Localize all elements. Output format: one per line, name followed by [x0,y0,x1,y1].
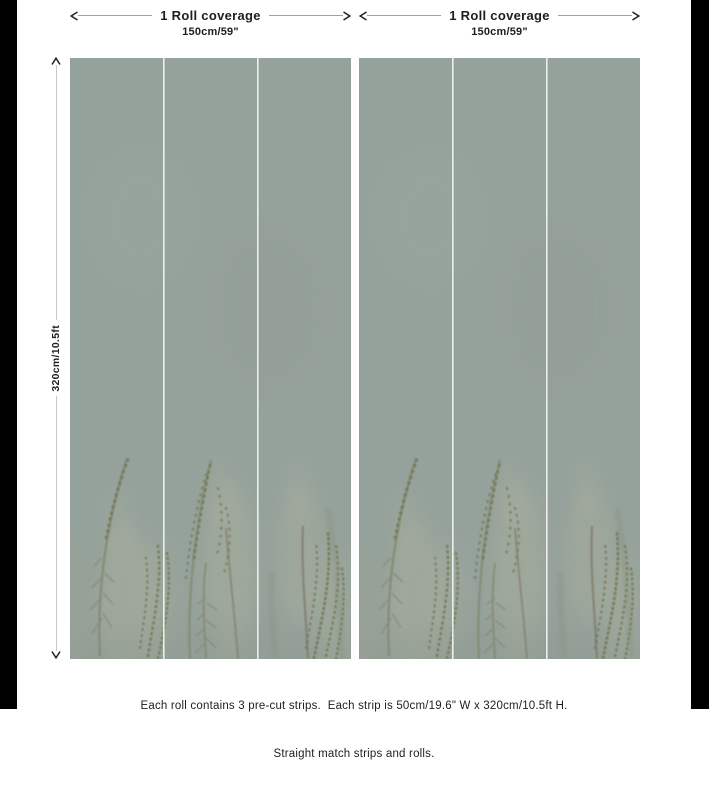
caption-line-2: Straight match strips and rolls. [273,748,435,760]
arrow-left-icon [70,10,78,21]
dimension-line-segment [268,15,344,16]
roll-2-dimension-line: 1 Roll coverage [359,8,641,23]
roll-height-value: 320cm/10.5ft [50,324,62,392]
letterbox-bar-right [691,0,709,709]
arrow-right-icon [632,10,641,21]
roll-width-value: 150cm/59" [182,26,239,38]
arrow-up-icon [51,57,61,65]
wallpaper-panels [70,58,640,659]
dimension-line-segment [367,15,442,16]
dimension-line-segment [55,65,57,320]
roll-2-width-dimension: 1 Roll coverage 150cm/59" [359,8,641,38]
arrow-right-icon [343,10,352,21]
dimension-line-segment [78,15,153,16]
wallpaper-roll-diagram: 1 Roll coverage 150cm/59" 1 Roll coverag… [0,0,709,760]
wallpaper-roll-2 [359,58,640,659]
roll-1-dimension-line: 1 Roll coverage [70,8,352,23]
arrow-left-icon [359,10,367,21]
roll-coverage-label: 1 Roll coverage [160,8,261,23]
roll-1-width-dimension: 1 Roll coverage 150cm/59" [70,8,352,38]
roll-coverage-label: 1 Roll coverage [449,8,550,23]
roll-width-value: 150cm/59" [471,26,528,38]
roll-height-dimension: 320cm/10.5ft [49,57,63,659]
dimension-line-segment [557,15,633,16]
caption-line-1: Each roll contains 3 pre-cut strips. Eac… [140,700,568,712]
roll-gap [351,58,359,659]
arrow-down-icon [51,651,61,659]
dimension-line-segment [55,396,57,651]
wallpaper-roll-1 [70,58,351,659]
letterbox-bar-left [0,0,17,709]
product-caption: Each roll contains 3 pre-cut strips. Eac… [17,666,691,794]
